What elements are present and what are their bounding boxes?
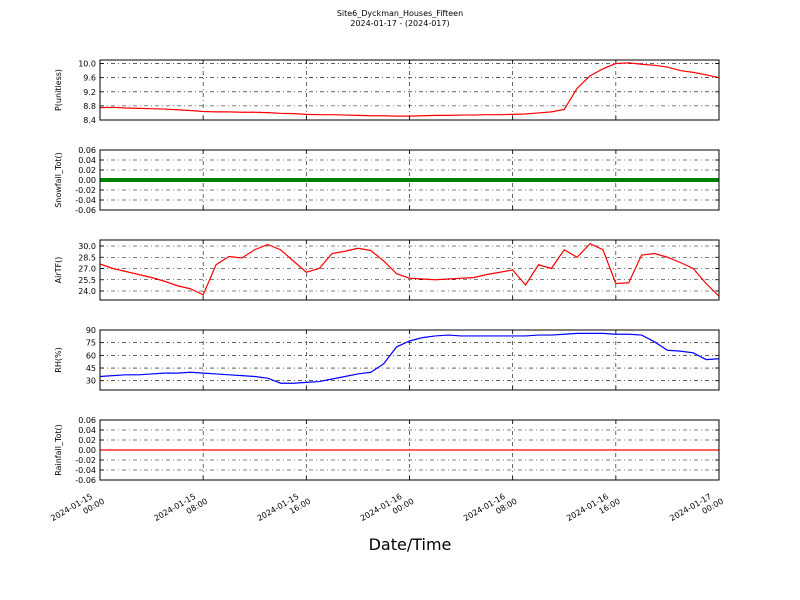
data-line — [99, 243, 720, 297]
y-axis-label: P(unitless) — [54, 69, 63, 111]
y-tick-label: 90 — [86, 326, 96, 335]
y-tick-label: 0.04 — [78, 156, 96, 165]
y-tick-label: 10.0 — [78, 60, 96, 69]
plot-frame — [99, 419, 720, 481]
y-tick-label: 24.0 — [78, 287, 96, 296]
y-tick-label: 0.02 — [78, 166, 96, 175]
y-tick-label: 0.06 — [78, 416, 96, 425]
y-tick-label: 28.5 — [78, 253, 96, 262]
y-tick-label: 8.8 — [83, 102, 96, 111]
figure-title: Site6_Dyckman_Houses_Fifteen — [337, 9, 463, 18]
y-axis-label: Rainfall_Tot() — [54, 424, 63, 476]
data-line — [99, 332, 720, 384]
y-tick-label: 60 — [86, 351, 96, 360]
x-tick-label: 2024-01-1516:00 — [256, 488, 313, 532]
plot-frame — [99, 59, 720, 121]
y-axis-label: AirTF() — [54, 257, 63, 284]
y-tick-label: -0.04 — [75, 466, 96, 475]
plot-frame — [99, 149, 720, 211]
y-tick-label: 0.04 — [78, 426, 96, 435]
y-tick-label: 0.00 — [78, 446, 96, 455]
y-tick-label: 45 — [86, 364, 96, 373]
y-tick-label: 0.00 — [78, 176, 96, 185]
y-axis-label: Snowfall_Tot() — [54, 152, 63, 208]
x-tick-label: 2024-01-1600:00 — [359, 488, 416, 532]
x-tick-label: 2024-01-1500:00 — [49, 488, 106, 532]
x-tick-label: 2024-01-1700:00 — [668, 488, 725, 532]
x-tick-label: 2024-01-1608:00 — [462, 488, 519, 532]
y-tick-label: 75 — [86, 339, 96, 348]
x-tick-label: 2024-01-1508:00 — [152, 488, 209, 532]
y-tick-label: 0.02 — [78, 436, 96, 445]
y-tick-label: -0.06 — [75, 476, 96, 485]
y-tick-label: 0.06 — [78, 146, 96, 155]
y-tick-label: 27.0 — [78, 265, 96, 274]
plot-frame — [99, 329, 720, 391]
y-tick-label: 9.2 — [83, 88, 96, 97]
data-line — [99, 62, 720, 117]
y-tick-label: 30 — [86, 377, 96, 386]
y-axis-label: RH(%) — [54, 347, 63, 372]
x-tick-label: 2024-01-1616:00 — [565, 488, 622, 532]
x-axis-label: Date/Time — [369, 535, 452, 554]
y-tick-label: 9.6 — [83, 74, 96, 83]
y-tick-label: -0.06 — [75, 206, 96, 215]
plot-frame — [99, 239, 720, 301]
y-tick-label: 25.5 — [78, 276, 96, 285]
y-tick-label: -0.02 — [75, 186, 96, 195]
y-tick-label: -0.02 — [75, 456, 96, 465]
y-tick-label: -0.04 — [75, 196, 96, 205]
y-tick-label: 8.4 — [83, 116, 96, 125]
y-tick-label: 30.0 — [78, 242, 96, 251]
figure-subtitle: 2024-01-17 - (2024-017) — [350, 19, 449, 28]
